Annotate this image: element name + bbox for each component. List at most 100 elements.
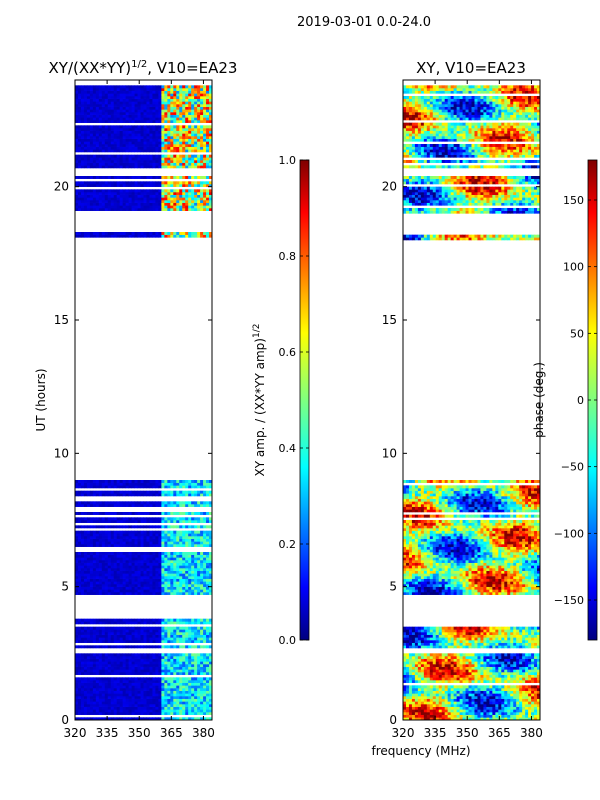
heatmap-cell [182, 632, 186, 635]
heatmap-cell [155, 501, 159, 505]
heatmap-cell [188, 568, 192, 571]
heatmap-cell [164, 672, 168, 675]
heatmap-cell [194, 130, 198, 134]
heatmap-cell [128, 485, 132, 489]
heatmap-cell [119, 552, 124, 555]
heatmap-cell [194, 181, 198, 185]
heatmap-cell [107, 480, 112, 483]
heatmap-cell [149, 197, 153, 201]
heatmap-cell [92, 573, 97, 577]
heatmap-cell [206, 93, 210, 97]
heatmap-cell [191, 101, 195, 105]
heatmap-cell [209, 205, 212, 209]
heatmap-cell [77, 136, 82, 139]
heatmap-cell [194, 530, 198, 534]
heatmap-cell [191, 208, 195, 211]
heatmap-cell [173, 637, 177, 641]
heatmap-cell [116, 125, 121, 129]
heatmap-cell [194, 202, 198, 206]
heatmap-cell [140, 85, 144, 89]
heatmap-cell [146, 114, 150, 118]
heatmap-cell [206, 136, 210, 139]
heatmap-cell [92, 512, 97, 515]
heatmap-cell [89, 85, 94, 89]
heatmap-cell [116, 629, 121, 633]
heatmap-cell [89, 626, 94, 630]
heatmap-cell [152, 136, 156, 139]
heatmap-cell [137, 138, 141, 142]
heatmap-cell [155, 181, 159, 185]
heatmap-cell [152, 234, 156, 238]
heatmap-cell [191, 696, 195, 699]
heatmap-cell [209, 570, 212, 574]
heatmap-cell [116, 704, 121, 707]
heatmap-cell [86, 584, 91, 587]
heatmap-cell [119, 85, 124, 89]
heatmap-cell [119, 120, 124, 123]
heatmap-cell [155, 589, 159, 593]
heatmap-cell [125, 93, 130, 97]
heatmap-cell [83, 552, 88, 555]
heatmap-cell [179, 632, 183, 635]
heatmap-cell [170, 176, 174, 179]
heatmap-cell [80, 581, 85, 585]
heatmap-cell [86, 117, 91, 121]
heatmap-cell [92, 136, 97, 139]
heatmap-cell [161, 554, 165, 558]
heatmap-cell [164, 120, 168, 123]
heatmap-cell [182, 125, 186, 129]
heatmap-cell [164, 637, 168, 641]
heatmap-cell [185, 141, 189, 145]
heatmap-cell [104, 717, 109, 720]
heatmap-cell [89, 666, 94, 670]
heatmap-cell [143, 634, 147, 638]
heatmap-cell [75, 490, 79, 494]
heatmap-cell [137, 709, 141, 713]
heatmap-cell [152, 85, 156, 89]
heatmap-cell [179, 664, 183, 667]
heatmap-cell [92, 141, 97, 145]
heatmap-cell [83, 698, 88, 702]
heatmap-cell [137, 693, 141, 697]
heatmap-cell [185, 541, 189, 545]
heatmap-cell [203, 677, 207, 681]
heatmap-cell [86, 480, 91, 483]
heatmap-cell [119, 125, 124, 129]
heatmap-cell [164, 562, 168, 566]
heatmap-cell [191, 626, 195, 630]
heatmap-cell [185, 589, 189, 593]
heatmap-cell [75, 664, 79, 667]
heatmap-cell [113, 101, 118, 105]
heatmap-cell [95, 637, 100, 641]
heatmap-cell [173, 538, 177, 542]
heatmap-cell [152, 194, 156, 198]
heatmap-cell [152, 693, 156, 697]
heatmap-cell [131, 141, 135, 145]
heatmap-cell [173, 565, 177, 569]
heatmap-cell [167, 677, 171, 681]
heatmap-cell [119, 157, 124, 161]
heatmap-cell [101, 666, 106, 670]
heatmap-cell [113, 512, 118, 515]
heatmap-cell [158, 626, 162, 630]
heatmap-cell [176, 653, 180, 657]
heatmap-cell [125, 202, 130, 206]
heatmap-cell [191, 554, 195, 558]
heatmap-cell [137, 658, 141, 662]
heatmap-cell [206, 114, 210, 118]
heatmap-cell [122, 541, 127, 545]
heatmap-cell [80, 584, 85, 587]
heatmap-cell [134, 144, 138, 147]
heatmap-cell [173, 482, 177, 486]
heatmap-cell [98, 208, 103, 211]
heatmap-cell [83, 645, 88, 649]
heatmap-cell [206, 88, 210, 91]
heatmap-cell [158, 184, 162, 187]
heatmap-cell [206, 154, 210, 158]
heatmap-cell [146, 669, 150, 673]
heatmap-cell [104, 525, 109, 529]
heatmap-cell [164, 136, 168, 139]
heatmap-cell [167, 589, 171, 593]
heatmap-cell [158, 688, 162, 691]
heatmap-cell [86, 661, 91, 665]
